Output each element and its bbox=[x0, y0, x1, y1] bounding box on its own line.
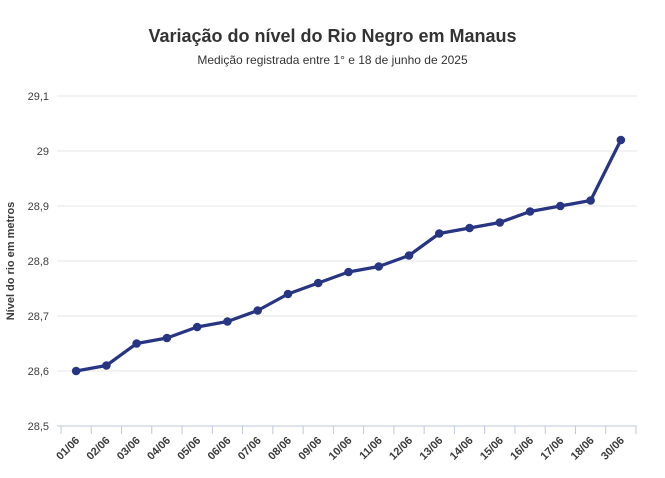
data-point[interactable] bbox=[556, 201, 565, 211]
data-point[interactable] bbox=[434, 229, 444, 238]
x-tick-label: 08/06 bbox=[266, 435, 294, 463]
x-tick-label: 06/06 bbox=[206, 435, 234, 463]
data-point[interactable] bbox=[71, 366, 81, 376]
y-tick-label: 28,9 bbox=[28, 201, 49, 213]
x-tick-label: 05/06 bbox=[175, 435, 203, 463]
x-tick-label: 01/06 bbox=[54, 435, 82, 463]
y-tick-label: 28,8 bbox=[28, 256, 49, 268]
x-tick-label: 09/06 bbox=[296, 435, 324, 463]
x-tick-label: 12/06 bbox=[387, 435, 415, 463]
x-tick-label: 10/06 bbox=[327, 435, 355, 463]
x-tick-label: 14/06 bbox=[448, 435, 476, 463]
data-point[interactable] bbox=[374, 262, 384, 271]
x-tick-label: 13/06 bbox=[417, 435, 445, 463]
chart-title: Variação do nível do Rio Negro em Manaus bbox=[148, 26, 517, 46]
data-point[interactable] bbox=[223, 317, 232, 326]
y-tick-label: 28,7 bbox=[28, 311, 49, 323]
x-tick-label: 04/06 bbox=[145, 435, 173, 463]
data-point[interactable] bbox=[344, 267, 353, 277]
data-point[interactable] bbox=[132, 339, 141, 348]
line-series bbox=[74, 138, 623, 373]
data-point[interactable] bbox=[465, 223, 474, 233]
data-point[interactable] bbox=[253, 306, 263, 315]
y-tick-label: 28,5 bbox=[28, 421, 49, 433]
x-tick-label: 15/06 bbox=[478, 435, 506, 463]
data-point[interactable] bbox=[162, 333, 172, 343]
x-tick-label: 30/06 bbox=[599, 435, 627, 463]
y-tick-label: 29,1 bbox=[28, 91, 49, 103]
x-tick-label: 07/06 bbox=[236, 435, 264, 463]
data-point[interactable] bbox=[404, 251, 414, 260]
x-tick-label: 17/06 bbox=[539, 435, 567, 463]
chart-subtitle: Medição registrada entre 1° e 18 de junh… bbox=[197, 53, 468, 67]
x-tick-label: 16/06 bbox=[508, 435, 536, 463]
y-tick-label: 29 bbox=[37, 146, 49, 158]
data-point[interactable] bbox=[283, 289, 293, 299]
x-tick-label: 03/06 bbox=[115, 435, 143, 463]
data-point[interactable] bbox=[616, 135, 626, 145]
x-tick-label: 11/06 bbox=[357, 435, 385, 463]
y-axis-title: Nível do rio em metros bbox=[5, 202, 17, 321]
data-point[interactable] bbox=[586, 196, 595, 205]
data-point[interactable] bbox=[495, 218, 505, 227]
data-point[interactable] bbox=[313, 278, 323, 288]
x-tick-label: 18/06 bbox=[569, 435, 597, 463]
data-point[interactable] bbox=[192, 322, 202, 332]
x-tick-label: 02/06 bbox=[85, 435, 113, 463]
data-point[interactable] bbox=[102, 361, 111, 370]
data-point[interactable] bbox=[525, 207, 535, 216]
y-tick-label: 28,6 bbox=[28, 366, 49, 378]
